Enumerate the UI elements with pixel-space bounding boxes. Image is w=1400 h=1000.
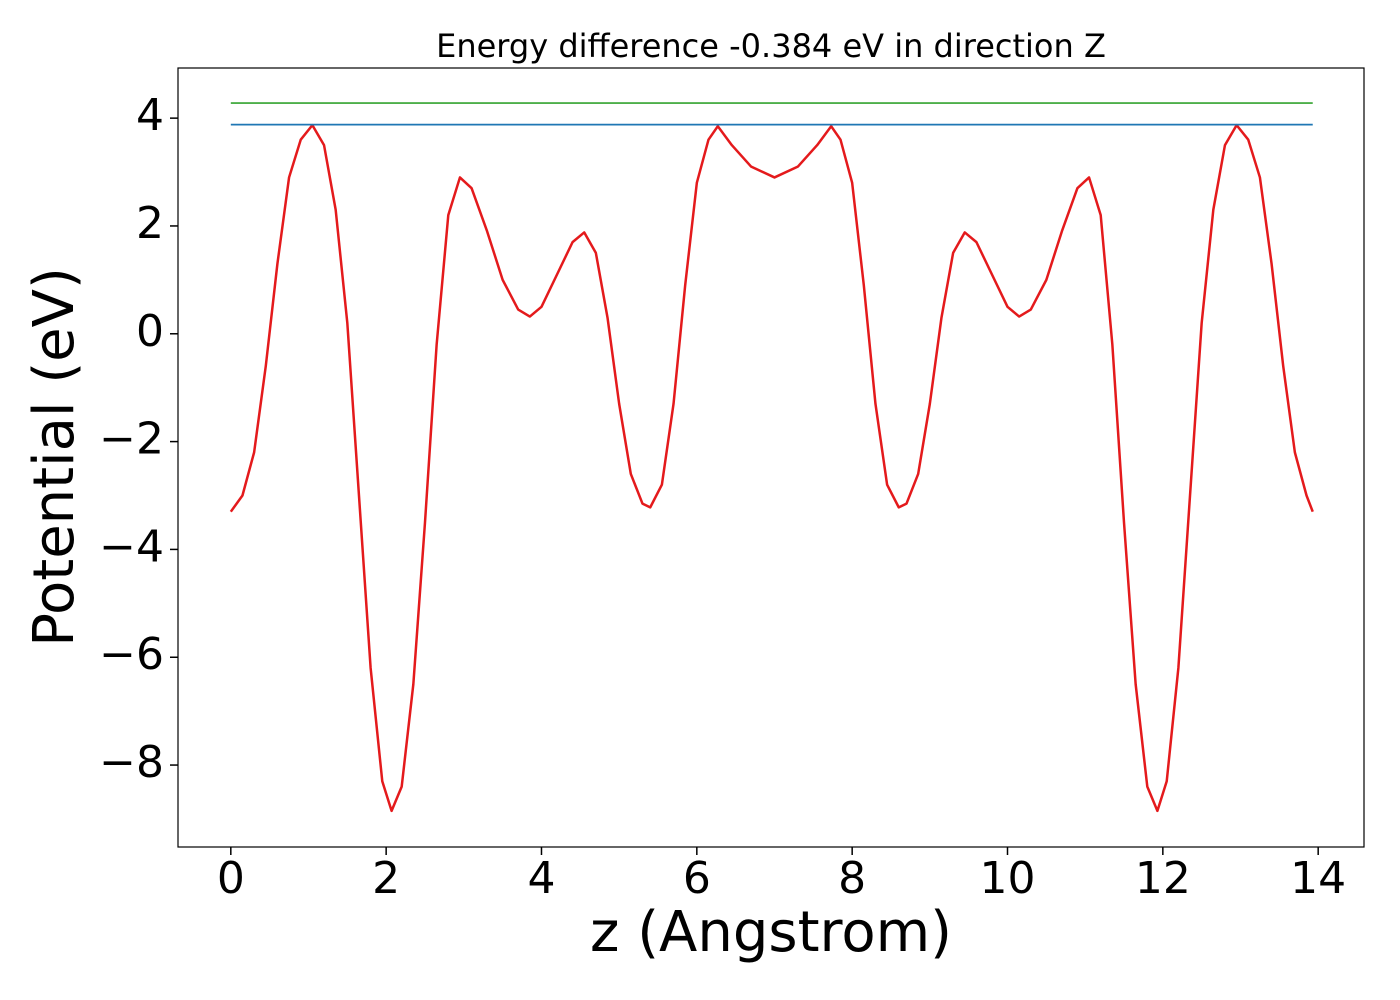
- y-axis-label: Potential (eV): [22, 267, 87, 647]
- y-tick-label: −8: [99, 737, 164, 788]
- y-tick-label: 2: [136, 198, 164, 249]
- x-tick-label: 6: [683, 853, 711, 904]
- series-line: [229, 123, 1314, 813]
- y-tick-label: −6: [99, 629, 164, 680]
- y-tick-label: 4: [136, 90, 164, 141]
- x-tick-label: 2: [372, 853, 400, 904]
- y-tick-label: −2: [99, 414, 164, 465]
- x-tick-label: 0: [217, 853, 245, 904]
- x-tick-label: 12: [1135, 853, 1191, 904]
- y-tick-label: −4: [99, 521, 164, 572]
- x-tick-label: 14: [1290, 853, 1346, 904]
- x-tick-label: 8: [838, 853, 866, 904]
- y-tick-label: 0: [136, 306, 164, 357]
- x-axis-label: z (Angstrom): [590, 900, 952, 965]
- x-tick-label: 10: [980, 853, 1036, 904]
- plot-frame: [177, 67, 1365, 848]
- x-tick-label: 4: [527, 853, 555, 904]
- chart-title: Energy difference -0.384 eV in direction…: [436, 27, 1106, 65]
